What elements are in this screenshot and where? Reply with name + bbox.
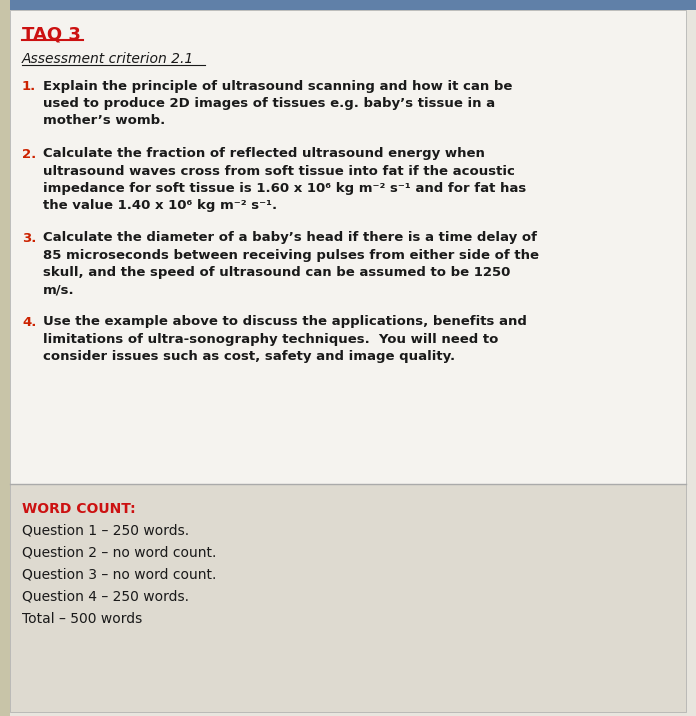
Text: 2.: 2.	[22, 147, 36, 160]
Bar	[0, 0, 696, 10]
Text: 4.: 4.	[22, 316, 36, 329]
Text: Calculate the diameter of a baby’s head if there is a time delay of
85 microseco: Calculate the diameter of a baby’s head …	[43, 231, 539, 296]
Text: Question 2 – no word count.: Question 2 – no word count.	[22, 546, 216, 560]
Text: 1.: 1.	[22, 80, 36, 93]
Text: Assessment criterion 2.1: Assessment criterion 2.1	[22, 52, 194, 66]
Text: Question 1 – 250 words.: Question 1 – 250 words.	[22, 524, 189, 538]
Text: Question 4 – 250 words.: Question 4 – 250 words.	[22, 590, 189, 604]
Text: Total – 500 words: Total – 500 words	[22, 612, 142, 626]
Text: Question 3 – no word count.: Question 3 – no word count.	[22, 568, 216, 582]
Bar	[10, 10, 686, 484]
Text: Explain the principle of ultrasound scanning and how it can be
used to produce 2: Explain the principle of ultrasound scan…	[43, 80, 512, 127]
Text: 3.: 3.	[22, 231, 36, 244]
Text: Calculate the fraction of reflected ultrasound energy when
ultrasound waves cros: Calculate the fraction of reflected ultr…	[43, 147, 526, 212]
Bar	[10, 484, 686, 712]
Text: TAQ 3: TAQ 3	[22, 25, 81, 43]
Text: WORD COUNT:: WORD COUNT:	[22, 502, 136, 516]
Text: Use the example above to discuss the applications, benefits and
limitations of u: Use the example above to discuss the app…	[43, 316, 527, 363]
Bar	[0, 0, 10, 716]
